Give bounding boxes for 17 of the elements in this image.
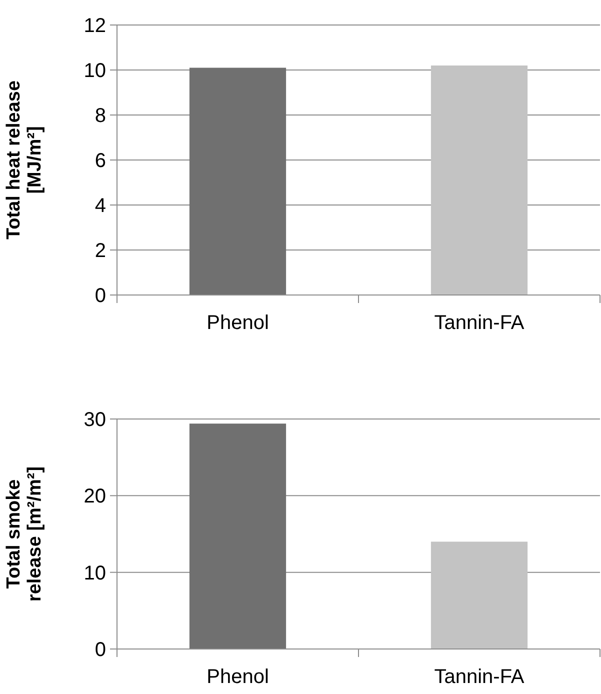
y-tick-label: 0 (94, 285, 106, 307)
y-tick-label: 10 (84, 562, 106, 584)
x-tick-label: Phenol (206, 666, 269, 688)
y-tick-label: 30 (84, 409, 106, 431)
y-tick-label: 12 (84, 15, 106, 37)
x-tick-label: Phenol (206, 312, 269, 334)
y-axis-title: Total heat release [MJ/m²] (4, 80, 46, 240)
y-tick-label: 2 (94, 240, 106, 262)
x-tick-label: Tannin-FA (434, 312, 525, 334)
y-tick-label: 6 (94, 150, 106, 172)
y-tick-label: 20 (84, 486, 106, 508)
y-tick-label: 8 (94, 105, 106, 127)
y-axis-title: Total smoke release [m²/m²] (4, 466, 46, 602)
y-tick-label: 0 (94, 639, 106, 661)
y-tick-label: 10 (84, 60, 106, 82)
y-tick-label: 4 (94, 195, 106, 217)
x-tick-label: Tannin-FA (434, 666, 525, 688)
